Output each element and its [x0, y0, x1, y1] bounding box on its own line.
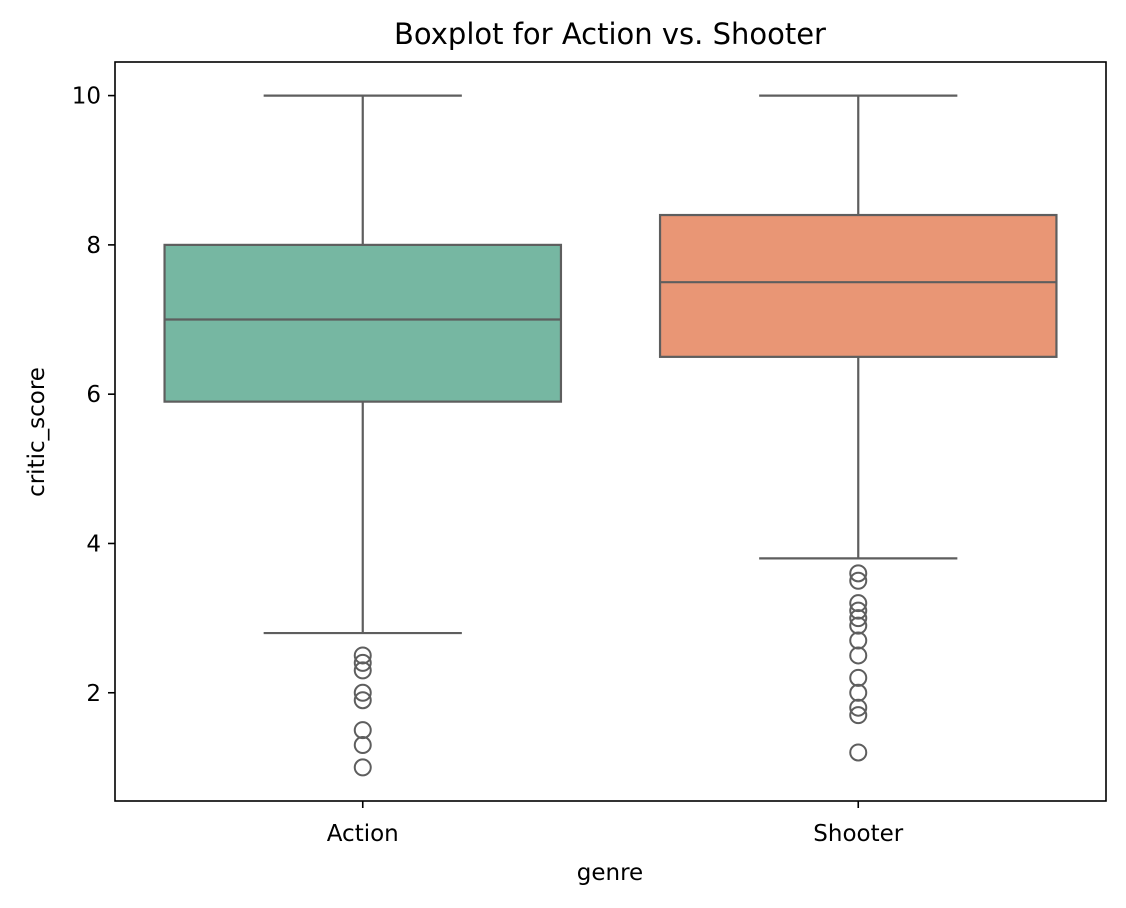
x-axis-label: genre — [577, 860, 643, 886]
outlier-point-action — [353, 736, 372, 755]
outlier-point-shooter — [849, 564, 868, 583]
outlier-point-shooter — [849, 616, 868, 635]
y-tick-label: 8 — [86, 233, 101, 259]
outlier-point-action — [353, 661, 372, 680]
x-tick-label: Shooter — [813, 821, 903, 847]
outlier-point-shooter — [849, 706, 868, 725]
y-tick-label: 2 — [86, 681, 101, 707]
outlier-point-action — [353, 646, 372, 665]
plot-area: 2 4 6 8 10 Action Shooter — [72, 61, 1107, 847]
outlier-point-shooter — [849, 594, 868, 613]
outlier-point-shooter — [849, 609, 868, 628]
box-action — [163, 243, 563, 403]
outlier-point-action — [353, 758, 372, 777]
outlier-point-action — [353, 721, 372, 740]
outlier-point-shooter — [849, 631, 868, 650]
chart-title: Boxplot for Action vs. Shooter — [394, 17, 826, 51]
y-axis-label: critic_score — [24, 367, 50, 497]
outlier-point-shooter — [849, 668, 868, 687]
y-tick-label: 10 — [72, 84, 101, 110]
outlier-point-shooter — [849, 683, 868, 702]
x-tick-label: Action — [327, 821, 399, 847]
outlier-point-shooter — [849, 571, 868, 590]
box-shooter — [658, 213, 1058, 358]
outlier-point-shooter — [849, 646, 868, 665]
plot-frame — [114, 61, 1107, 802]
outlier-point-shooter — [849, 743, 868, 762]
outlier-point-action — [353, 691, 372, 710]
y-tick-label: 6 — [86, 382, 101, 408]
outlier-point-shooter — [849, 601, 868, 620]
outlier-point-action — [353, 683, 372, 702]
outlier-point-shooter — [849, 698, 868, 717]
y-tick-label: 4 — [86, 531, 101, 557]
outlier-point-action — [353, 653, 372, 672]
